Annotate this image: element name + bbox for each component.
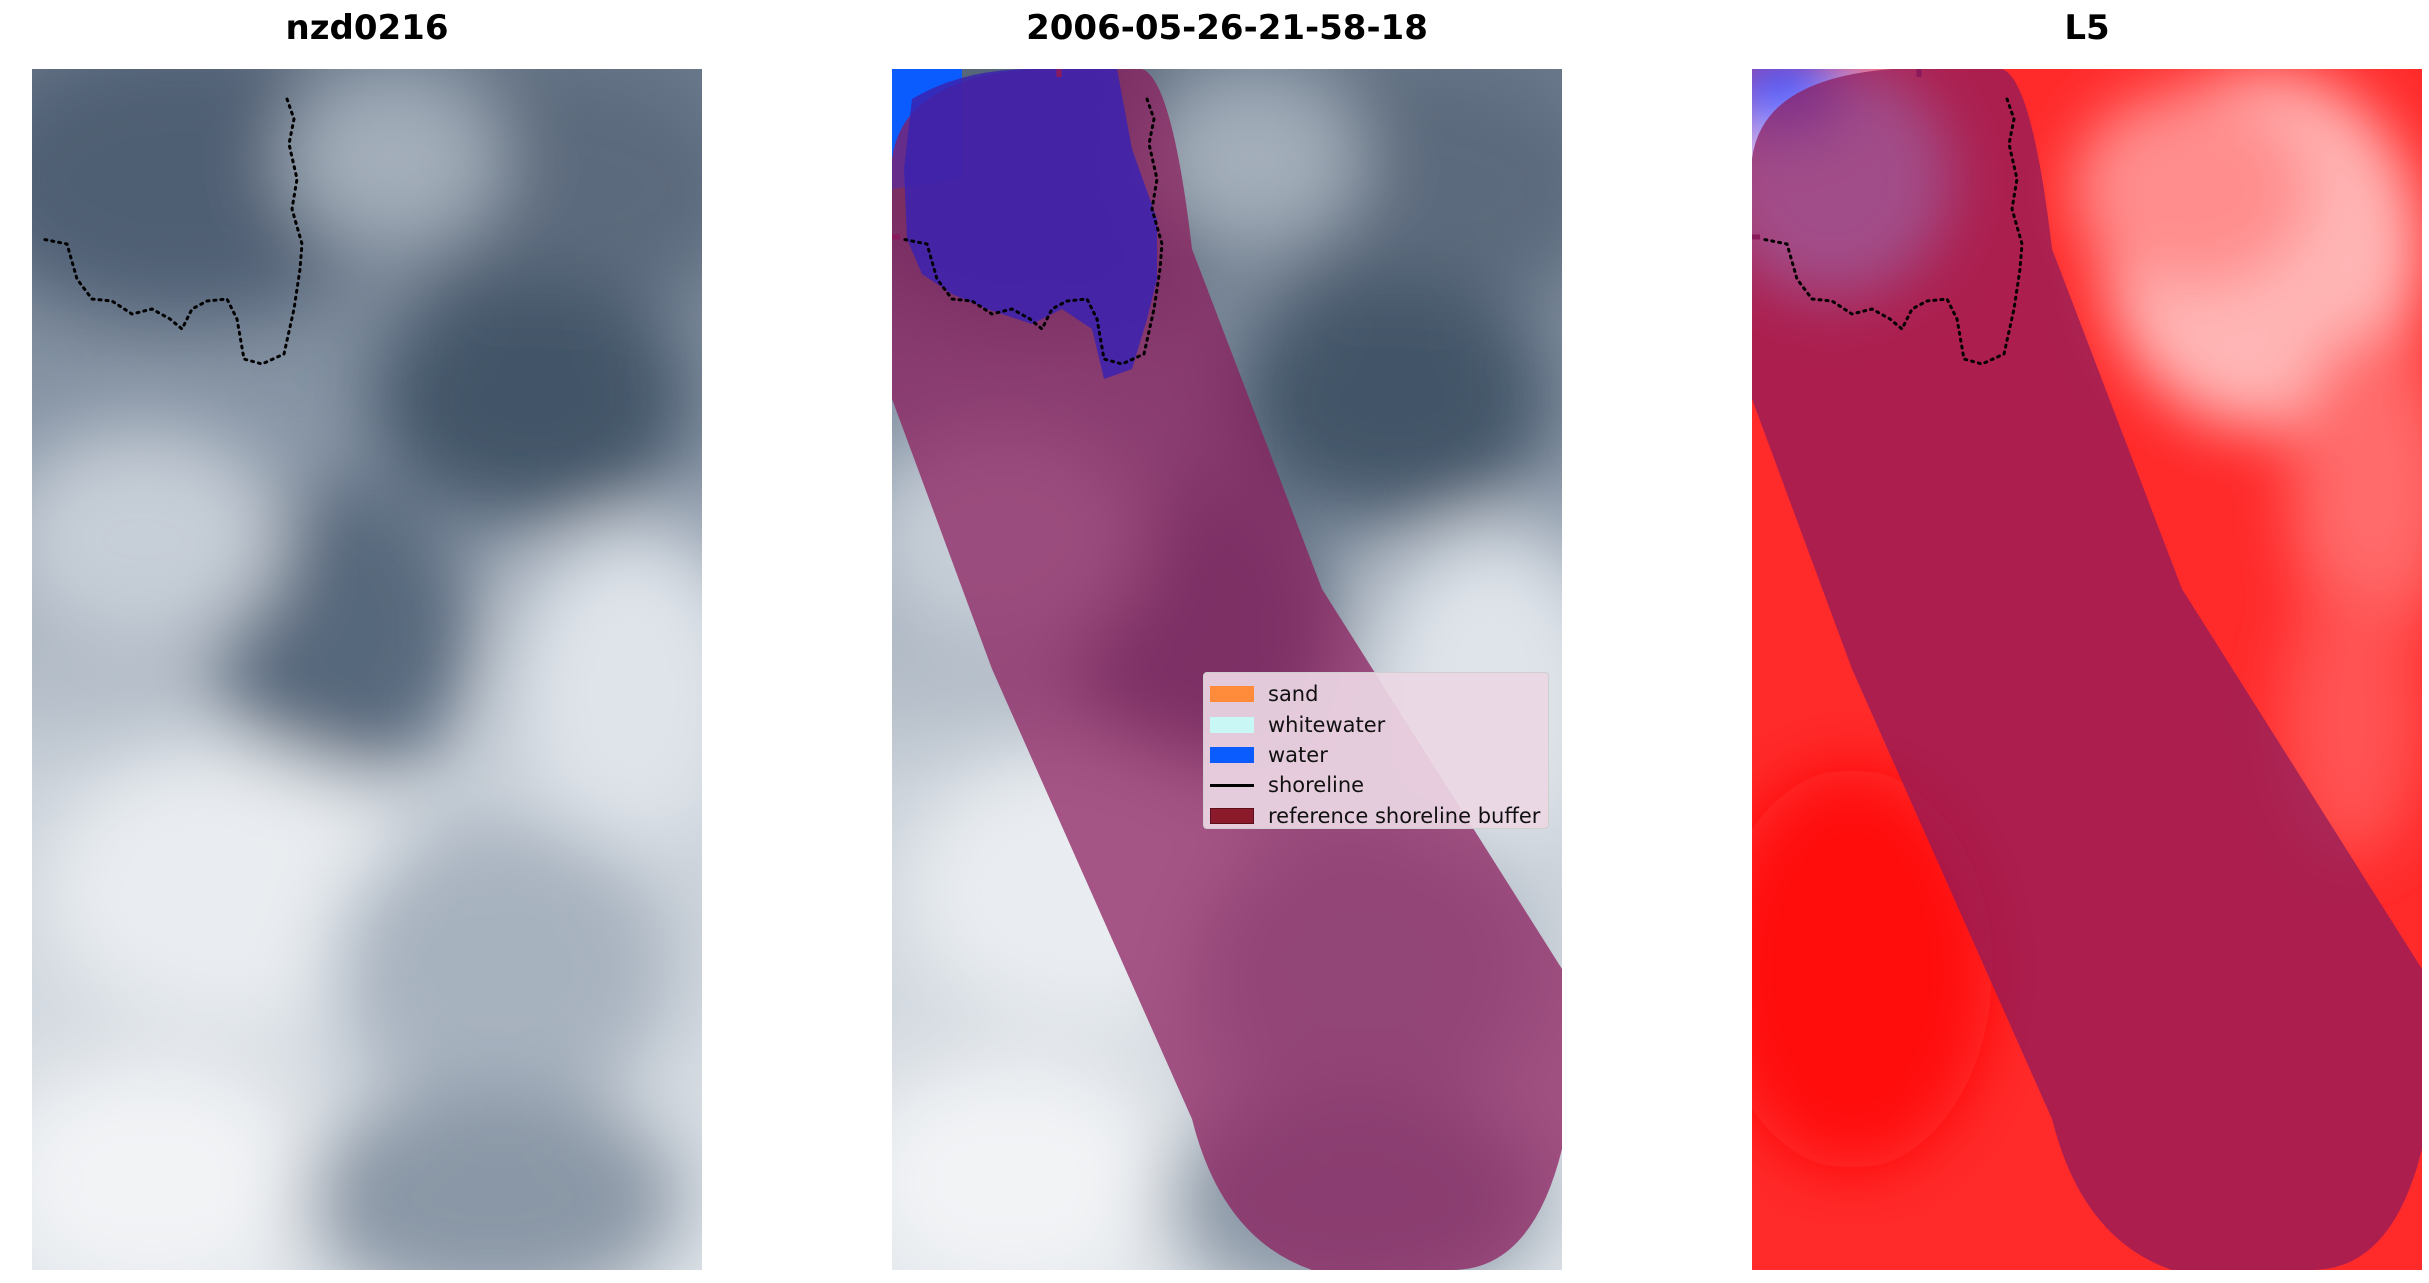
legend-swatch-buffer	[1210, 807, 1254, 824]
shoreline-line	[40, 97, 304, 366]
legend-swatch-water	[1210, 746, 1254, 763]
rgb-image	[32, 69, 702, 1270]
legend-label-sand: sand	[1268, 682, 1319, 707]
legend-item-sand: sand	[1210, 679, 1542, 709]
panel-title-2: 2006-05-26-21-58-18	[1026, 8, 1428, 48]
legend-swatch-whitewater	[1210, 716, 1254, 733]
legend-swatch-sand	[1210, 686, 1254, 703]
shoreline-buffer	[1752, 69, 2422, 1270]
legend-item-buffer: reference shoreline buffer	[1210, 801, 1542, 831]
water-in-buffer	[904, 69, 1157, 379]
classified-image-panel	[892, 69, 1562, 1270]
legend-label-shoreline: shoreline	[1268, 773, 1365, 798]
legend-item-whitewater: whitewater	[1210, 709, 1542, 739]
shoreline-line	[900, 97, 1164, 366]
legend-label-water: water	[1268, 742, 1328, 767]
legend: sand whitewater water shoreline referenc…	[1203, 672, 1549, 829]
legend-label-whitewater: whitewater	[1268, 712, 1386, 737]
legend-item-water: water	[1210, 740, 1542, 770]
panel-title-1: nzd0216	[285, 8, 449, 48]
index-image	[1752, 69, 2422, 1270]
legend-label-buffer: reference shoreline buffer	[1268, 803, 1541, 828]
classified-image	[892, 69, 1562, 1270]
index-image-panel	[1752, 69, 2422, 1270]
panel-title-3: L5	[2064, 8, 2110, 48]
shoreline-buffer	[892, 69, 1562, 1270]
legend-swatch-shoreline	[1210, 783, 1254, 787]
legend-item-shoreline: shoreline	[1210, 770, 1542, 800]
shoreline-line	[1760, 97, 2024, 366]
rgb-image-panel	[32, 69, 702, 1270]
